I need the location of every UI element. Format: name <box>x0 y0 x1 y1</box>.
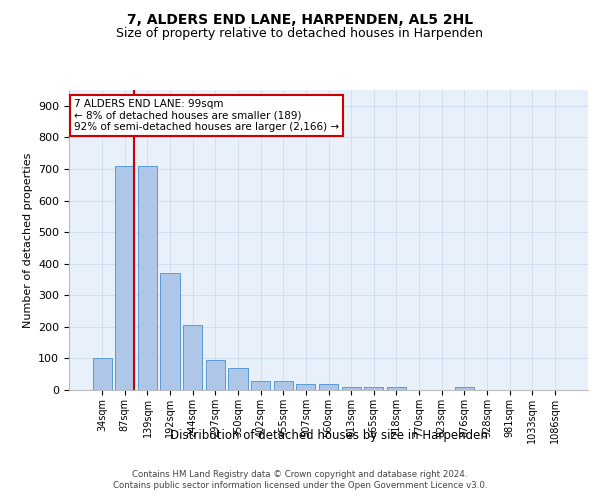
Bar <box>274 380 293 390</box>
Bar <box>296 384 316 390</box>
Bar <box>206 360 225 390</box>
Bar <box>319 384 338 390</box>
Bar <box>364 388 383 390</box>
Bar <box>183 326 202 390</box>
Bar <box>92 358 112 390</box>
Bar <box>455 388 474 390</box>
Bar <box>251 381 270 390</box>
Bar <box>387 388 406 390</box>
Bar <box>160 273 180 390</box>
Bar <box>341 388 361 390</box>
Text: 7, ALDERS END LANE, HARPENDEN, AL5 2HL: 7, ALDERS END LANE, HARPENDEN, AL5 2HL <box>127 12 473 26</box>
Bar <box>229 368 248 390</box>
Text: Size of property relative to detached houses in Harpenden: Size of property relative to detached ho… <box>116 28 484 40</box>
Text: Contains HM Land Registry data © Crown copyright and database right 2024.
Contai: Contains HM Land Registry data © Crown c… <box>113 470 487 490</box>
Bar <box>115 166 134 390</box>
Text: 7 ALDERS END LANE: 99sqm
← 8% of detached houses are smaller (189)
92% of semi-d: 7 ALDERS END LANE: 99sqm ← 8% of detache… <box>74 99 340 132</box>
Bar <box>138 166 157 390</box>
Text: Distribution of detached houses by size in Harpenden: Distribution of detached houses by size … <box>170 428 488 442</box>
Y-axis label: Number of detached properties: Number of detached properties <box>23 152 32 328</box>
